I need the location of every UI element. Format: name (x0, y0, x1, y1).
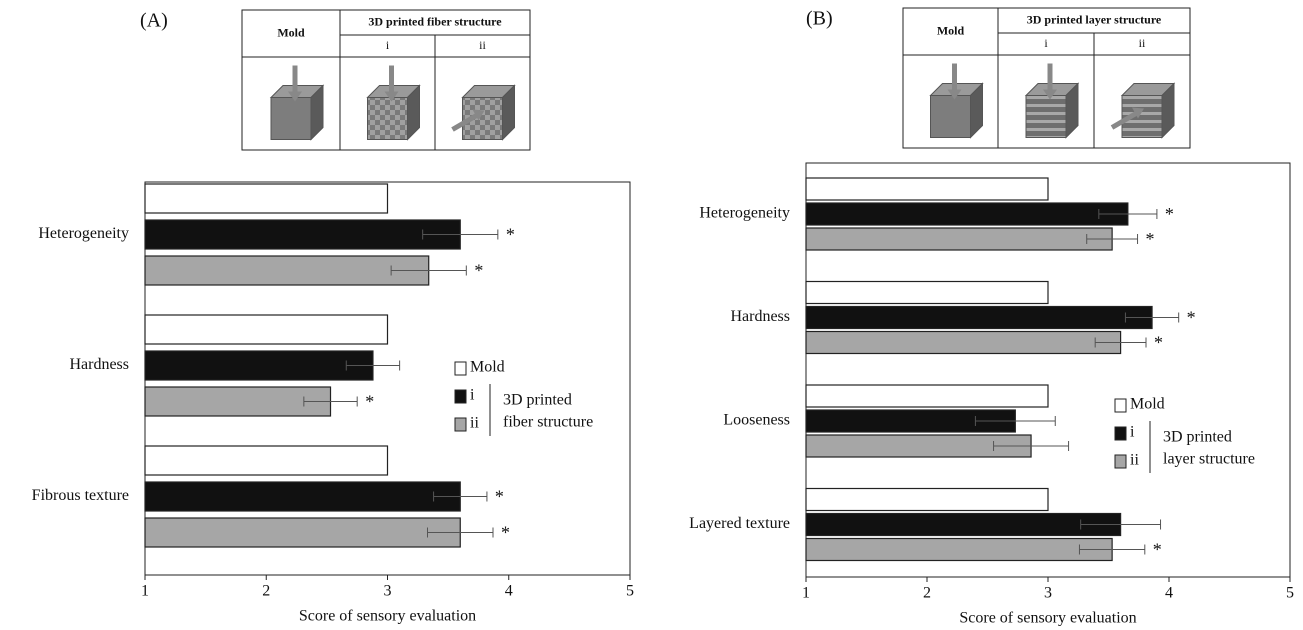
legend-swatch (1115, 455, 1126, 468)
bar (806, 539, 1112, 561)
category-label: Fibrous texture (32, 487, 129, 504)
cube-front (1026, 96, 1066, 138)
significance-mark: * (474, 261, 483, 281)
panel-label: (A) (140, 10, 168, 32)
x-tick-label: 1 (141, 583, 149, 600)
significance-mark: * (506, 225, 515, 245)
category-label: Hardness (730, 308, 790, 325)
bar (806, 178, 1048, 200)
schematic-column: ii (1139, 36, 1146, 50)
x-tick-label: 3 (1044, 585, 1052, 602)
bar (806, 514, 1121, 536)
bar (145, 184, 388, 213)
bar (145, 220, 460, 249)
bar (806, 228, 1112, 250)
figure: (A)Mold3D printed fiber structureiii1234… (0, 0, 1303, 630)
significance-mark: * (495, 487, 504, 507)
significance-mark: * (1154, 333, 1163, 353)
legend-swatch (455, 418, 466, 431)
x-tick-label: 2 (923, 585, 931, 602)
schematic-header: Mold (277, 25, 305, 39)
legend-label: i (470, 387, 475, 404)
cube-front (368, 98, 408, 140)
schematic-header: 3D printed layer structure (1027, 12, 1162, 26)
bar (145, 315, 388, 344)
category-label: Heterogeneity (38, 225, 129, 242)
legend-label: ii (470, 415, 479, 432)
x-tick-label: 2 (262, 583, 270, 600)
category-label: Layered texture (689, 515, 790, 532)
bar (145, 482, 460, 511)
schematic-header: Mold (937, 23, 965, 37)
significance-mark: * (1153, 540, 1162, 560)
schematic-column: ii (479, 38, 486, 52)
bar (806, 282, 1048, 304)
bar (806, 332, 1121, 354)
bar (806, 489, 1048, 511)
x-tick-label: 5 (626, 583, 634, 600)
significance-mark: * (1165, 204, 1174, 224)
bar (145, 446, 388, 475)
legend-group-label: 3D printed (503, 392, 572, 409)
cube-front (271, 98, 311, 140)
legend-group-label: layer structure (1163, 451, 1255, 468)
legend-label: Mold (1130, 396, 1165, 413)
significance-mark: * (501, 523, 510, 543)
x-tick-label: 4 (505, 583, 513, 600)
x-axis-label: Score of sensory evaluation (299, 608, 476, 625)
legend-label: i (1130, 424, 1135, 441)
bar (806, 307, 1152, 329)
cube-front (931, 96, 971, 138)
schematic-header: 3D printed fiber structure (368, 14, 502, 28)
x-axis-label: Score of sensory evaluation (959, 610, 1136, 627)
legend-swatch (1115, 427, 1126, 440)
legend-group-label: fiber structure (503, 414, 593, 431)
significance-mark: * (1146, 229, 1155, 249)
significance-mark: * (365, 392, 374, 412)
bar (145, 518, 460, 547)
bar (145, 256, 429, 285)
bar (806, 385, 1048, 407)
x-tick-label: 1 (802, 585, 810, 602)
bar (145, 351, 373, 380)
bar (145, 387, 331, 416)
x-tick-label: 5 (1286, 585, 1294, 602)
significance-mark: * (1187, 308, 1196, 328)
legend-swatch (455, 390, 466, 403)
category-label: Looseness (723, 412, 790, 429)
category-label: Hardness (69, 356, 129, 373)
legend-label: Mold (470, 359, 505, 376)
x-tick-label: 3 (384, 583, 392, 600)
x-tick-label: 4 (1165, 585, 1173, 602)
bar (806, 203, 1128, 225)
legend-swatch (455, 362, 466, 375)
legend-swatch (1115, 399, 1126, 412)
legend-label: ii (1130, 452, 1139, 469)
panel-label: (B) (806, 8, 833, 30)
category-label: Heterogeneity (699, 205, 790, 222)
legend-group-label: 3D printed (1163, 429, 1232, 446)
